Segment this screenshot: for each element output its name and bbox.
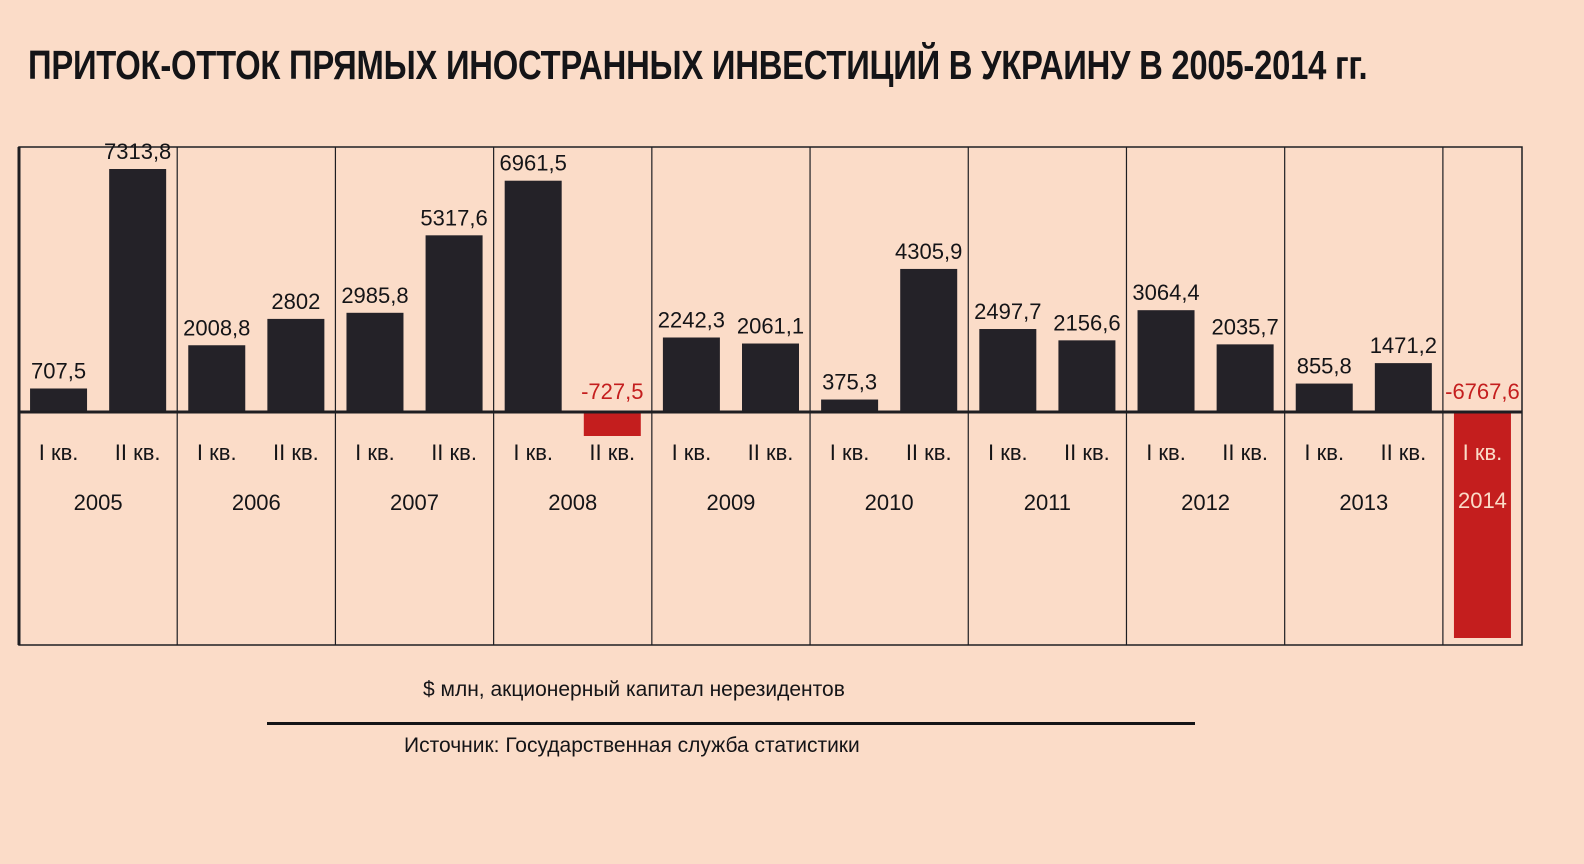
bar-2006-1: [188, 345, 246, 412]
bar-2012-2: [1216, 344, 1274, 412]
value-label: 2061,1: [737, 314, 804, 339]
quarter-label: I кв.: [1463, 440, 1503, 465]
quarter-label: I кв.: [197, 440, 237, 465]
bar-2007-2: [425, 235, 483, 412]
source-note: Источник: Государственная служба статист…: [404, 734, 860, 757]
quarter-label: II кв.: [1064, 440, 1110, 465]
bar-2011-2: [1058, 340, 1116, 412]
bar-2013-1: [1295, 383, 1353, 412]
value-label: 1471,2: [1370, 333, 1437, 358]
bar-2012-1: [1137, 310, 1195, 412]
value-label: 2985,8: [341, 283, 408, 308]
quarter-label: I кв.: [1146, 440, 1186, 465]
bar-2006-2: [267, 318, 325, 412]
quarter-label: II кв.: [115, 440, 161, 465]
year-label: 2011: [1024, 490, 1071, 515]
year-label: 2007: [390, 490, 439, 515]
quarter-label: I кв.: [830, 440, 870, 465]
bar-2013-2: [1374, 363, 1432, 412]
value-label: 7313,8: [104, 139, 171, 164]
quarter-label: I кв.: [355, 440, 395, 465]
quarter-label: II кв.: [1380, 440, 1426, 465]
quarter-label: II кв.: [273, 440, 319, 465]
value-label: 375,3: [822, 370, 877, 395]
value-label: -6767,6: [1445, 379, 1520, 404]
year-label: 2012: [1181, 490, 1230, 515]
year-label: 2005: [74, 490, 123, 515]
quarter-label: I кв.: [672, 440, 712, 465]
divider-rule: [267, 722, 1195, 725]
quarter-label: II кв.: [589, 440, 635, 465]
bar-2007-1: [346, 312, 404, 412]
bar-2010-1: [821, 399, 879, 412]
value-label: 2802: [271, 289, 320, 314]
value-label: 2035,7: [1211, 314, 1278, 339]
bar-2010-2: [900, 268, 958, 412]
bar-2009-1: [662, 337, 720, 412]
value-label: 2008,8: [183, 315, 250, 340]
quarter-label: I кв.: [39, 440, 79, 465]
year-label: 2009: [706, 490, 755, 515]
year-label: 2006: [232, 490, 281, 515]
year-label: 2010: [865, 490, 914, 515]
value-label: 2242,3: [658, 307, 725, 332]
value-label: 3064,4: [1132, 280, 1199, 305]
bar-2011-1: [979, 329, 1037, 412]
bar-2008-2: [583, 412, 641, 436]
year-label: 2014: [1458, 488, 1507, 513]
value-label: 4305,9: [895, 239, 962, 264]
value-label: 2497,7: [974, 299, 1041, 324]
units-note: $ млн, акционерный капитал нерезидентов: [423, 678, 845, 701]
chart-title: ПРИТОК-ОТТОК ПРЯМЫХ ИНОСТРАННЫХ ИНВЕСТИЦ…: [28, 42, 1368, 88]
value-label: 855,8: [1297, 354, 1352, 379]
quarter-label: II кв.: [431, 440, 477, 465]
value-label: 6961,5: [500, 151, 567, 176]
year-label: 2013: [1339, 490, 1388, 515]
quarter-label: II кв.: [1222, 440, 1268, 465]
quarter-label: II кв.: [906, 440, 952, 465]
quarter-label: I кв.: [513, 440, 553, 465]
quarter-label: I кв.: [988, 440, 1028, 465]
bar-2009-2: [742, 343, 799, 412]
value-label: -727,5: [581, 379, 643, 404]
quarter-label: I кв.: [1304, 440, 1344, 465]
value-label: 2156,6: [1053, 310, 1120, 335]
value-label: 707,5: [31, 358, 86, 383]
year-label: 2008: [548, 490, 597, 515]
quarter-label: II кв.: [748, 440, 794, 465]
bar-2005-1: [30, 388, 88, 412]
bar-2014-1: [1453, 412, 1511, 638]
bar-2008-1: [504, 180, 562, 412]
value-label: 5317,6: [420, 205, 487, 230]
bar-2005-2: [109, 169, 167, 412]
